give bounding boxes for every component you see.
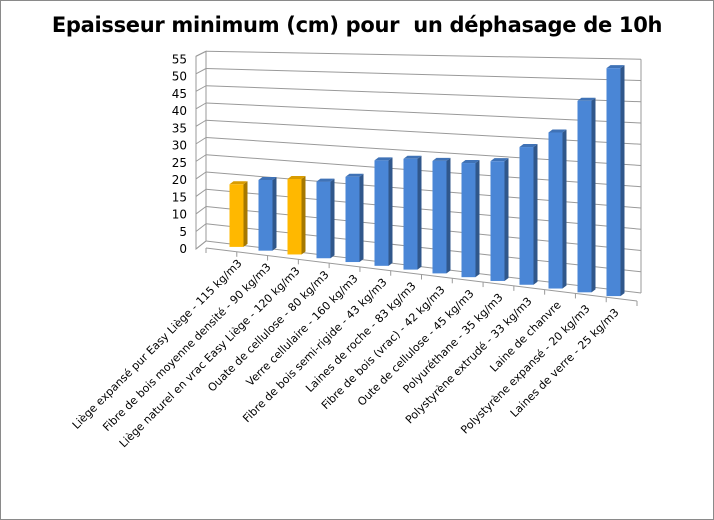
bar-side xyxy=(591,97,596,293)
bar-top xyxy=(519,144,538,148)
bar-top xyxy=(287,176,306,180)
gridline-side xyxy=(195,68,207,75)
bar-top xyxy=(606,65,625,69)
gridline xyxy=(205,50,642,60)
bar-side xyxy=(301,176,306,255)
chart-title: Epaisseur minimum (cm) pour un déphasage… xyxy=(51,13,663,37)
bar-side xyxy=(533,144,538,285)
bar-top xyxy=(577,97,596,101)
bar xyxy=(490,161,505,281)
y-tick-label: 20 xyxy=(172,173,187,187)
bar-top xyxy=(345,173,364,177)
y-tick-label: 35 xyxy=(172,121,187,135)
gridline-side xyxy=(195,223,207,232)
y-tick-label: 5 xyxy=(179,225,187,239)
gridline xyxy=(205,68,642,81)
gridline-side xyxy=(195,188,207,197)
bar xyxy=(345,176,360,263)
bar xyxy=(316,181,331,259)
gridline xyxy=(205,188,642,230)
bar-top xyxy=(229,181,248,185)
gridline-side xyxy=(195,119,207,127)
y-tick-label: 30 xyxy=(172,139,187,153)
bar-top xyxy=(490,158,509,162)
bar xyxy=(519,147,534,285)
gridline xyxy=(205,240,642,294)
bar-side xyxy=(504,158,509,281)
y-tick-label: 50 xyxy=(172,70,187,84)
bar-top xyxy=(461,160,480,164)
gridline xyxy=(205,85,642,103)
bar-top xyxy=(258,176,277,180)
bar-top xyxy=(548,129,567,133)
bar xyxy=(606,68,621,297)
gridline-side xyxy=(195,240,207,250)
y-tick-label: 10 xyxy=(172,208,187,222)
y-tick-label: 45 xyxy=(172,87,187,101)
bar-side xyxy=(475,160,480,278)
bar xyxy=(403,158,418,270)
gridline-side xyxy=(195,137,207,145)
gridline xyxy=(205,119,642,145)
bar xyxy=(548,132,563,289)
bar xyxy=(432,160,447,274)
bar xyxy=(577,100,592,293)
y-tick-label: 40 xyxy=(172,104,187,118)
gridline-side xyxy=(195,206,207,215)
bar-side xyxy=(620,65,625,297)
bar-side xyxy=(243,181,248,247)
bar-side xyxy=(359,173,364,263)
bar-side xyxy=(562,129,567,289)
gridline xyxy=(205,137,642,166)
gridline-side xyxy=(195,171,207,180)
bar-side xyxy=(388,157,393,266)
y-tick-label: 0 xyxy=(179,242,187,256)
gridline-side xyxy=(195,102,207,110)
gridline-side xyxy=(195,85,207,92)
y-tick-label: 15 xyxy=(172,190,187,204)
bar xyxy=(287,179,302,255)
gridline xyxy=(205,102,642,124)
bar-top xyxy=(374,157,393,161)
bar xyxy=(461,163,476,278)
bar-top xyxy=(432,157,451,161)
gridline xyxy=(205,171,642,209)
y-tick-label: 55 xyxy=(172,52,187,66)
gridline xyxy=(205,154,642,188)
left-wall xyxy=(195,50,207,251)
bar xyxy=(229,184,244,247)
bar-side xyxy=(330,178,335,259)
bar-side xyxy=(272,176,277,251)
bar xyxy=(258,179,273,251)
gridline-side xyxy=(195,50,207,57)
gridline xyxy=(205,223,642,273)
bar-side xyxy=(446,157,451,274)
bar-top xyxy=(316,178,335,182)
bar xyxy=(374,160,389,266)
gridline-side xyxy=(195,154,207,162)
bar-top xyxy=(403,155,422,159)
y-tick-label: 25 xyxy=(172,156,187,170)
gridline xyxy=(205,206,642,251)
bar-side xyxy=(417,155,422,270)
